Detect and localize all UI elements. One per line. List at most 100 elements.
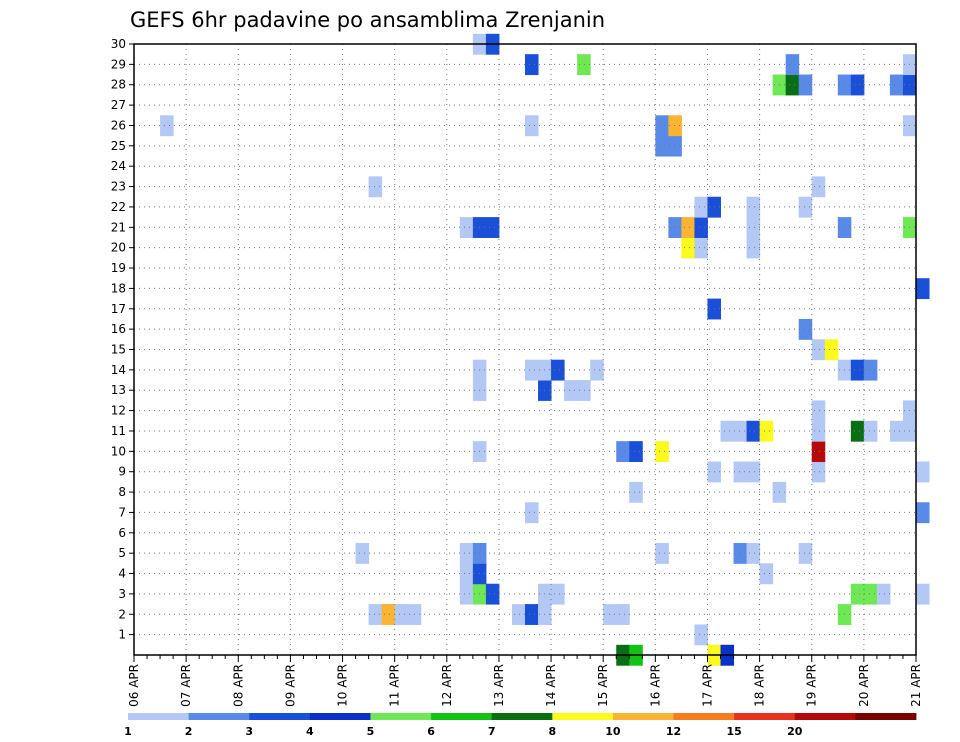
precip-cell xyxy=(733,542,748,564)
y-tick-label: 3 xyxy=(118,587,126,601)
chart-title: GEFS 6hr padavine po ansamblima Zrenjani… xyxy=(130,8,605,32)
x-tick-label: 19 APR xyxy=(805,664,819,707)
colorbar-tick-label: 8 xyxy=(548,725,556,738)
y-tick-label: 25 xyxy=(111,139,126,153)
precip-cell xyxy=(746,542,761,564)
precip-cell xyxy=(694,237,708,259)
y-tick-label: 24 xyxy=(111,159,126,173)
precip-cell xyxy=(577,380,591,401)
x-tick-label: 18 APR xyxy=(753,664,767,707)
colorbar-tick-label: 6 xyxy=(427,725,435,738)
y-tick-label: 17 xyxy=(111,302,126,316)
precip-cell xyxy=(916,278,930,300)
precip-cell xyxy=(798,542,813,564)
colorbar-segment xyxy=(309,713,371,720)
precip-cell xyxy=(355,542,370,564)
colorbar-segment xyxy=(734,713,796,720)
precip-cell xyxy=(759,563,774,585)
precip-cell xyxy=(616,441,630,463)
precip-cell xyxy=(876,583,891,605)
precip-cell xyxy=(459,563,474,585)
precip-cell xyxy=(746,237,761,259)
precip-cell xyxy=(459,542,474,564)
colorbar-tick-label: 3 xyxy=(245,725,253,738)
precip-cell xyxy=(629,481,643,503)
colorbar-tick-label: 2 xyxy=(185,725,193,738)
x-tick-label: 21 APR xyxy=(909,664,923,707)
colorbar-tick-label: 1 xyxy=(124,725,132,738)
x-tick-label: 08 APR xyxy=(231,664,245,707)
precip-cell xyxy=(889,74,904,96)
precip-cell xyxy=(811,441,826,463)
precip-cell xyxy=(525,115,539,137)
precip-cell xyxy=(733,420,748,442)
precip-cell xyxy=(694,196,708,218)
precip-cell xyxy=(668,217,682,238)
precip-cell xyxy=(746,420,761,442)
precip-cell xyxy=(811,339,826,361)
precip-cell xyxy=(577,54,591,76)
precip-cell xyxy=(850,420,865,442)
colorbar-segment xyxy=(370,713,432,720)
colorbar-segment xyxy=(188,713,250,720)
colorbar-tick-label: 20 xyxy=(787,725,803,738)
y-tick-label: 20 xyxy=(111,241,126,255)
precip-cell xyxy=(850,583,865,605)
x-tick-label: 14 APR xyxy=(544,664,558,707)
precip-cell xyxy=(720,420,735,442)
precip-cell xyxy=(916,583,930,605)
precip-cell xyxy=(485,217,500,238)
precip-cell xyxy=(889,420,904,442)
precip-cell xyxy=(785,54,800,76)
colorbar-segment xyxy=(249,713,311,720)
precip-cell xyxy=(681,237,695,259)
x-axis: 06 APR 07 APR 08 APR 09 APR 10 APR 11 APR 12 A… xyxy=(127,655,923,707)
colorbar-segment xyxy=(491,713,553,720)
y-tick-label: 2 xyxy=(118,607,126,621)
colorbar-segment xyxy=(855,713,917,720)
precip-cell xyxy=(668,115,682,137)
y-axis: 1234567891011121314151617181920212223242… xyxy=(111,37,134,642)
precip-cell xyxy=(798,74,813,96)
precip-cell xyxy=(485,583,500,605)
precip-cell xyxy=(394,604,409,625)
colorbar-tick-label: 10 xyxy=(605,725,621,738)
x-tick-label: 11 APR xyxy=(388,664,402,707)
precip-cell xyxy=(381,604,396,625)
x-tick-label: 06 APR xyxy=(127,664,141,707)
precip-cell xyxy=(616,604,630,625)
y-tick-label: 29 xyxy=(111,57,126,71)
precip-cell xyxy=(746,217,761,238)
precip-cell xyxy=(694,217,708,238)
colorbar-segment xyxy=(552,713,614,720)
precip-cell xyxy=(785,74,800,96)
colorbar-segment xyxy=(612,713,674,720)
colorbar-segment xyxy=(128,713,190,720)
x-tick-label: 20 APR xyxy=(857,664,871,707)
y-tick-label: 8 xyxy=(118,485,126,499)
precip-cell xyxy=(759,420,774,442)
x-tick-label: 10 APR xyxy=(336,664,350,707)
precip-cell xyxy=(551,359,565,381)
precip-cell xyxy=(160,115,174,137)
y-tick-label: 23 xyxy=(111,180,126,194)
x-tick-label: 13 APR xyxy=(492,664,506,707)
precip-cell xyxy=(863,583,878,605)
precip-cell xyxy=(459,217,474,238)
precip-cell xyxy=(368,176,383,198)
precip-cell xyxy=(525,502,539,524)
precip-cell xyxy=(655,115,669,137)
y-tick-label: 6 xyxy=(118,526,126,540)
grid-layer xyxy=(134,44,916,655)
precip-cell xyxy=(655,135,669,157)
x-tick-label: 15 APR xyxy=(596,664,610,707)
precip-cell xyxy=(811,176,826,198)
y-tick-label: 21 xyxy=(111,220,126,234)
colorbar-tick-label: 15 xyxy=(726,725,741,738)
y-tick-label: 16 xyxy=(111,322,126,336)
colorbar-tick-label: 5 xyxy=(367,725,375,738)
x-tick-label: 16 APR xyxy=(648,664,662,707)
precip-cell xyxy=(668,135,682,157)
precip-cell xyxy=(733,461,748,483)
